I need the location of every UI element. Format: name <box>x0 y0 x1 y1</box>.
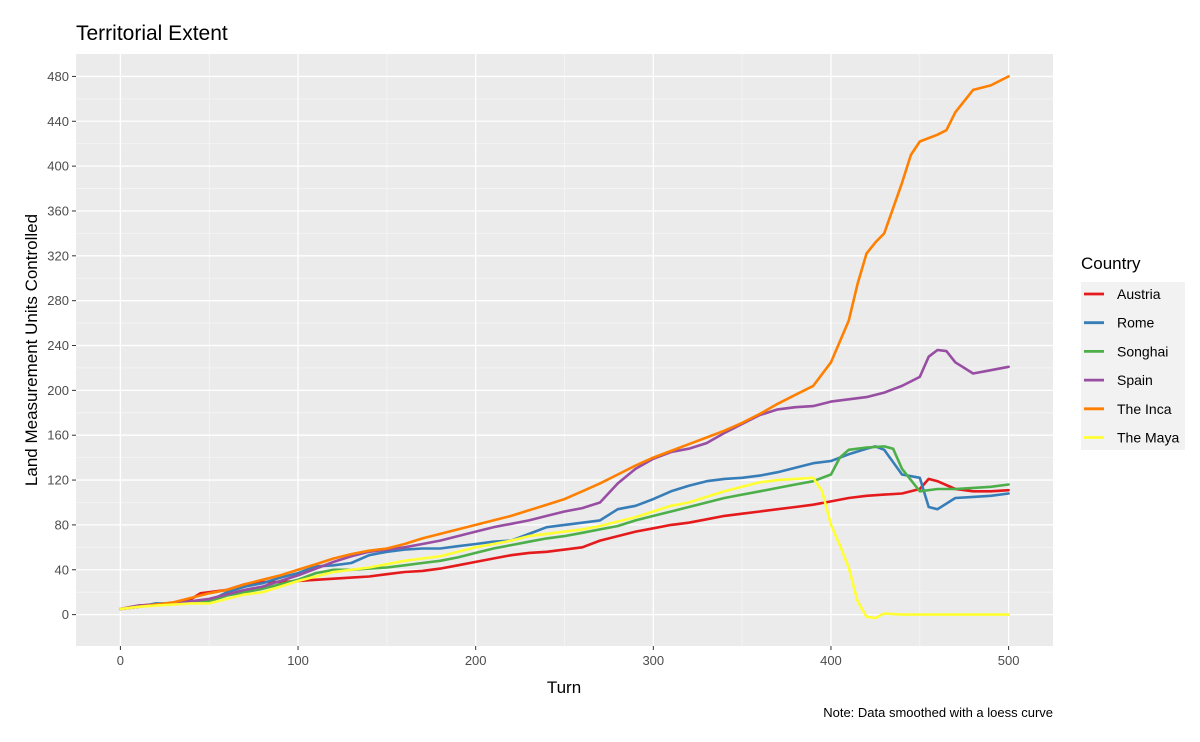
y-axis-title: Land Measurement Units Controlled <box>22 214 41 486</box>
y-tick-label: 40 <box>55 562 69 577</box>
legend-label-spain: Spain <box>1117 372 1153 388</box>
x-tick-label: 100 <box>287 653 309 668</box>
legend-label-rome: Rome <box>1117 315 1155 331</box>
series-line-songhai <box>119 445 1010 611</box>
legend-key-background <box>1081 282 1185 450</box>
legend-title: Country <box>1081 254 1141 273</box>
x-tick-label: 300 <box>642 653 664 668</box>
legend-label-the-inca: The Inca <box>1117 401 1172 417</box>
x-tick-label: 200 <box>465 653 487 668</box>
x-tick-label: 400 <box>820 653 842 668</box>
y-tick-label: 160 <box>47 428 69 443</box>
y-tick-label: 440 <box>47 114 69 129</box>
series-line-the-inca <box>119 75 1010 611</box>
y-axis: 0 40 80 120 160 200 240 280 320 360 400 440 480 <box>47 69 76 622</box>
series-line-spain <box>119 348 1010 611</box>
y-tick-label: 120 <box>47 473 69 488</box>
series-line-austria <box>119 477 1010 611</box>
x-axis-title: Turn <box>547 678 581 697</box>
series-line-the-maya <box>119 476 1010 620</box>
legend-label-austria: Austria <box>1117 286 1161 302</box>
y-tick-label: 240 <box>47 338 69 353</box>
y-tick-label: 280 <box>47 293 69 308</box>
y-tick-label: 200 <box>47 383 69 398</box>
chart-title: Territorial Extent <box>76 22 228 45</box>
y-tick-label: 0 <box>62 607 69 622</box>
x-tick-label: 500 <box>998 653 1020 668</box>
series-lines <box>119 75 1010 620</box>
chart-caption: Note: Data smoothed with a loess curve <box>823 705 1053 720</box>
x-tick-label: 0 <box>117 653 124 668</box>
y-tick-label: 400 <box>47 159 69 174</box>
x-axis: 0 100 200 300 400 500 <box>117 646 1020 668</box>
y-tick-label: 360 <box>47 203 69 218</box>
legend-label-the-maya: The Maya <box>1117 430 1179 446</box>
legend-label-songhai: Songhai <box>1117 343 1168 359</box>
y-tick-label: 80 <box>55 517 69 532</box>
y-tick-label: 320 <box>47 248 69 263</box>
y-tick-label: 480 <box>47 69 69 84</box>
legend: Country Austria Rome Songhai Spain The Inca T… <box>1081 254 1185 450</box>
